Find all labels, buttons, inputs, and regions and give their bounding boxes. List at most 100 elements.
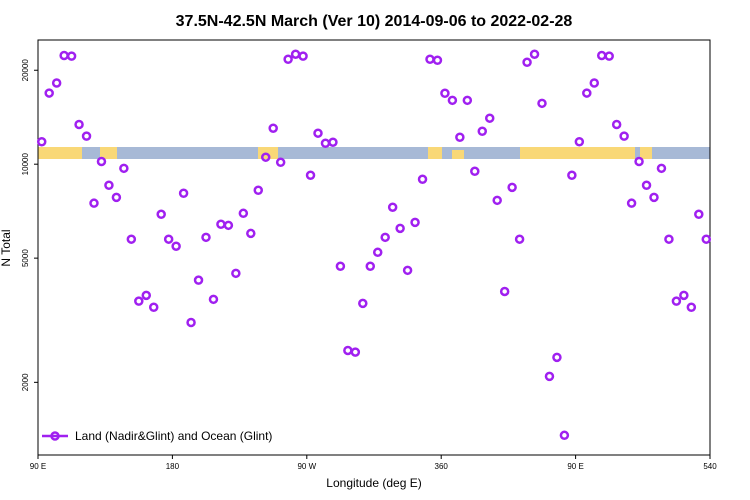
point bbox=[410, 217, 420, 228]
point bbox=[417, 174, 428, 184]
point bbox=[447, 95, 458, 106]
point bbox=[51, 78, 62, 88]
point bbox=[298, 51, 308, 61]
x-tick-label: 540 bbox=[703, 462, 717, 471]
point bbox=[44, 88, 54, 98]
point bbox=[96, 156, 107, 167]
x-axis-label: Longitude (deg E) bbox=[326, 476, 421, 490]
point bbox=[268, 123, 278, 133]
chart-title: 37.5N-42.5N March (Ver 10) 2014-09-06 to… bbox=[176, 13, 573, 30]
x-tick-label: 90 W bbox=[297, 462, 316, 471]
point bbox=[372, 247, 383, 258]
point bbox=[290, 49, 301, 59]
point bbox=[552, 352, 562, 363]
land-ocean-strip bbox=[38, 147, 710, 159]
point bbox=[59, 50, 69, 61]
point bbox=[119, 163, 129, 174]
y-tick-label: 20000 bbox=[21, 59, 30, 82]
point bbox=[514, 234, 525, 244]
point bbox=[604, 51, 614, 61]
x-tick-label: 90 E bbox=[567, 462, 583, 471]
point bbox=[246, 228, 256, 239]
point bbox=[186, 317, 196, 328]
point bbox=[611, 119, 622, 130]
point bbox=[156, 209, 166, 220]
point bbox=[328, 137, 338, 147]
point bbox=[694, 209, 704, 220]
point bbox=[529, 49, 540, 59]
point bbox=[231, 268, 241, 279]
point bbox=[679, 290, 689, 301]
point bbox=[402, 265, 413, 276]
point bbox=[320, 138, 331, 149]
point bbox=[664, 234, 674, 244]
point bbox=[283, 54, 293, 64]
point bbox=[81, 131, 92, 141]
point bbox=[163, 234, 174, 244]
point bbox=[223, 220, 234, 231]
point bbox=[522, 57, 532, 68]
point bbox=[499, 286, 510, 297]
point bbox=[126, 234, 137, 244]
x-tick-label: 360 bbox=[435, 462, 449, 471]
point bbox=[641, 180, 652, 191]
point bbox=[477, 126, 488, 137]
point bbox=[253, 185, 264, 196]
point bbox=[492, 195, 502, 206]
point bbox=[201, 232, 211, 243]
legend-marker bbox=[50, 431, 60, 441]
point bbox=[380, 232, 390, 243]
point bbox=[260, 152, 271, 162]
point bbox=[208, 294, 219, 305]
point bbox=[559, 430, 570, 441]
point bbox=[656, 163, 667, 174]
point bbox=[343, 345, 353, 356]
point bbox=[440, 88, 450, 98]
legend-label: Land (Nadir&Glint) and Ocean (Glint) bbox=[75, 429, 272, 443]
point bbox=[567, 170, 577, 181]
point bbox=[582, 88, 592, 98]
x-tick-label: 90 E bbox=[30, 462, 46, 471]
point bbox=[537, 98, 547, 109]
point bbox=[671, 296, 682, 306]
point bbox=[193, 275, 204, 285]
point bbox=[66, 51, 77, 61]
y-tick-label: 10000 bbox=[21, 153, 30, 176]
point bbox=[574, 137, 585, 147]
point bbox=[104, 180, 114, 191]
point bbox=[275, 157, 286, 168]
point bbox=[141, 290, 152, 301]
point bbox=[432, 55, 443, 66]
point bbox=[634, 156, 644, 167]
point bbox=[111, 192, 122, 203]
point bbox=[649, 192, 659, 203]
y-axis-label: N Total bbox=[0, 229, 13, 266]
point bbox=[395, 223, 405, 234]
point bbox=[305, 170, 316, 181]
point bbox=[626, 198, 637, 208]
point bbox=[134, 296, 144, 306]
point bbox=[455, 132, 465, 142]
point bbox=[387, 202, 398, 212]
point bbox=[148, 302, 159, 313]
point bbox=[596, 50, 607, 61]
point bbox=[470, 166, 480, 177]
point bbox=[365, 261, 376, 271]
point bbox=[335, 261, 346, 271]
point bbox=[686, 302, 697, 313]
point bbox=[74, 119, 84, 130]
point bbox=[89, 198, 99, 208]
point bbox=[619, 131, 629, 141]
point bbox=[425, 54, 435, 64]
y-tick-label: 5000 bbox=[21, 249, 30, 267]
point bbox=[544, 371, 555, 382]
y-tick-label: 2000 bbox=[21, 373, 30, 391]
point bbox=[238, 208, 249, 219]
point bbox=[36, 137, 47, 147]
plot-frame bbox=[37, 39, 711, 456]
point bbox=[350, 347, 361, 357]
x-tick-label: 180 bbox=[166, 462, 180, 471]
point bbox=[589, 78, 600, 88]
point bbox=[507, 182, 517, 193]
